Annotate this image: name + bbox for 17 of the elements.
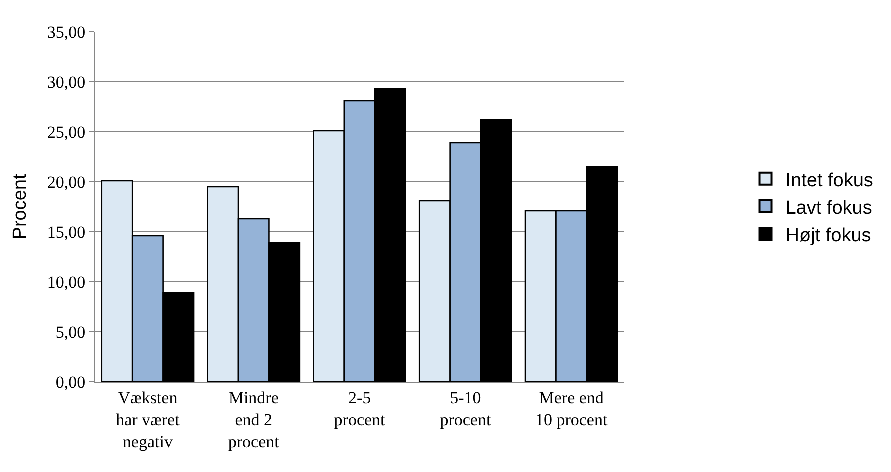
y-tick-label: 10,00	[47, 272, 86, 292]
y-tick-label: 5,00	[56, 322, 86, 342]
y-axis-title: Procent	[10, 174, 32, 240]
y-tick-label: 0,00	[56, 372, 86, 392]
x-tick-label: Mindre end 2 procent	[228, 388, 280, 452]
x-tick-label: Mere end 10 procent	[535, 388, 608, 430]
y-tick-label: 15,00	[47, 222, 86, 242]
y-tick-label: 30,00	[47, 72, 86, 92]
legend-label: Højt fokus	[786, 226, 872, 247]
x-tick-label: Væksten har været negativ	[116, 388, 180, 452]
x-tick-label: 2-5 procent	[334, 388, 386, 430]
y-tick-label: 25,00	[47, 122, 86, 142]
legend-label: Intet fokus	[786, 170, 874, 192]
y-tick-label: 35,00	[47, 22, 86, 42]
y-tick-label: 20,00	[47, 172, 86, 192]
legend-label: Lavt fokus	[786, 198, 872, 219]
x-tick-label: 5-10 procent	[440, 388, 492, 430]
